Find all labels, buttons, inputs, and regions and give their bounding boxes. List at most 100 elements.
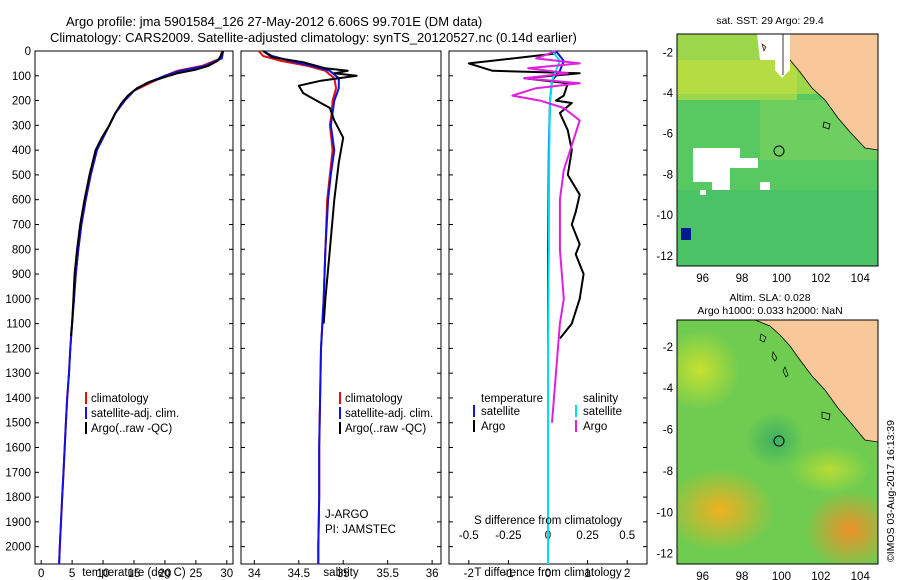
y-tick-label: 1200 — [5, 343, 31, 355]
map-y-tick-label: -10 — [656, 210, 673, 222]
map-y-tick-label: -6 — [663, 129, 673, 141]
map-y-tick-label: -4 — [663, 383, 674, 395]
sst-map-frame — [676, 33, 879, 267]
series-line-s-argo — [511, 50, 581, 423]
sst-cold-patch — [681, 228, 691, 240]
sst-cloud-mask — [760, 182, 770, 190]
sst-island — [822, 121, 831, 130]
map-x-tick-label: 98 — [736, 273, 749, 285]
difference-legend: temperature salinity satellite Argo sate… — [473, 393, 622, 433]
salinity-legend: climatology satellite-adj. clim. Argo(..… — [325, 392, 433, 536]
x-tick-label: 34 — [248, 568, 261, 580]
series-line-s-satellite — [547, 50, 561, 564]
sla-high-anomaly — [677, 468, 775, 552]
map-x-tick-label: 100 — [772, 273, 791, 285]
sst-cloud-mask — [693, 148, 758, 190]
y-tick-label: 1700 — [5, 467, 31, 479]
credit-text: ©IMOS 03-Aug-2017 16:13:39 — [885, 420, 897, 562]
y-tick-label: 500 — [12, 170, 31, 182]
y-tick-label: 700 — [12, 219, 31, 231]
x-tick-label: 34.5 — [288, 568, 310, 580]
sla-map — [677, 320, 878, 564]
y-tick-label: 1900 — [5, 517, 31, 529]
temperature-panel-frame — [34, 50, 234, 565]
sla-low-anomaly — [745, 412, 805, 468]
y-tick-label: 0 — [25, 46, 31, 58]
legend-label-argo: Argo(..raw -QC) — [345, 423, 426, 435]
sla-argo-marker — [773, 435, 785, 447]
x-tick-label: 25 — [189, 568, 202, 580]
series-line-satellite-adj-clim- — [262, 50, 340, 564]
map-x-tick-label: 96 — [696, 571, 709, 580]
salinity-axis-label: salinity — [323, 567, 358, 579]
sla-land-sumatra — [754, 320, 878, 443]
map-y-tick-label: -10 — [656, 507, 673, 519]
y-tick-label: 100 — [12, 71, 31, 83]
y-tick-label: 1400 — [5, 393, 31, 405]
map-y-tick-label: -12 — [656, 549, 673, 561]
map-x-tick-label: 104 — [851, 273, 871, 285]
temperature-legend: climatology satellite-adj. clim. Argo(..… — [85, 392, 179, 435]
map-y-tick-label: -4 — [663, 88, 674, 100]
series-line-satellite-adj-clim- — [58, 50, 225, 565]
map-y-tick-label: -12 — [656, 251, 673, 263]
sst-cool-band — [677, 190, 878, 266]
x-tick-label: 0 — [38, 568, 44, 580]
map-x-tick-label: 102 — [811, 273, 830, 285]
s-difference-axis-label: S difference from climatology — [474, 515, 622, 527]
legend-label-satellite: satellite-adj. clim. — [91, 408, 179, 420]
x-tick-label: 30 — [220, 568, 233, 580]
legend-label-s-argo: Argo — [583, 421, 607, 433]
legend-title-temperature: temperature — [481, 393, 543, 405]
x-tick-label: 15 — [128, 568, 141, 580]
axis-ticks-layer: 0 5 10 15 20 25 300100200300400500600700800900… — [5, 46, 870, 580]
annotation-jargo: J-ARGO — [325, 509, 369, 521]
x-tick-label: 1 — [584, 568, 590, 580]
y-tick-label: 800 — [12, 244, 31, 256]
salinity-panel-frame — [240, 50, 442, 565]
series-layer — [58, 50, 585, 565]
sla-high-anomaly — [805, 490, 878, 564]
map-x-tick-label: 102 — [811, 571, 830, 580]
sla-island — [821, 411, 831, 421]
sla-mid-anomaly — [790, 446, 870, 494]
x-tick-label: 2 — [624, 568, 630, 580]
y-tick-label: 200 — [12, 96, 31, 108]
sst-argo-marker — [773, 145, 785, 157]
x-tick-label: -2 — [464, 568, 474, 580]
header-line-2: Climatology: CARS2009. Satellite-adjuste… — [50, 30, 577, 45]
map-x-tick-label: 104 — [851, 571, 871, 580]
series-line-argo-raw-qc- — [262, 50, 358, 324]
series-line-argo-raw-qc- — [69, 50, 224, 337]
annotation-pi: PI: JAMSTEC — [325, 524, 396, 536]
sst-cloud-mask — [757, 34, 790, 78]
x-tick-label: 10 — [97, 568, 110, 580]
sla-island — [771, 351, 778, 362]
x-tick-label: 20 — [159, 568, 172, 580]
sla-island — [782, 366, 789, 378]
map-y-tick-label: -2 — [663, 47, 673, 59]
y-tick-label: 900 — [12, 269, 31, 281]
y-tick-label: 600 — [12, 195, 31, 207]
y-tick-label: 400 — [12, 145, 31, 157]
map-y-tick-label: -2 — [663, 342, 673, 354]
x-tick-label: 5 — [69, 568, 75, 580]
sst-cloud-mask — [700, 190, 706, 195]
x-tick-label: 35 — [337, 568, 350, 580]
x-tick-label: -1 — [503, 568, 513, 580]
x-tick-label: 0 — [545, 568, 551, 580]
x-tick-label-salinity: -0.5 — [459, 530, 479, 542]
sla-map-title-2: Argo h1000: 0.033 h2000: NaN — [697, 305, 842, 317]
legend-label-climatology: climatology — [345, 393, 403, 405]
temperature-axis-label: temperature (deg C) — [82, 567, 186, 579]
x-tick-label-salinity: -0.25 — [495, 530, 521, 542]
sla-island — [759, 333, 767, 343]
sla-map-frame — [676, 319, 879, 565]
x-tick-label-salinity: 0.25 — [576, 530, 598, 542]
sla-mid-anomaly — [677, 330, 740, 410]
x-tick-label: 36 — [426, 568, 439, 580]
legend-label-argo: Argo(..raw -QC) — [91, 423, 172, 435]
y-tick-label: 1300 — [5, 368, 31, 380]
map-y-tick-label: -8 — [663, 466, 673, 478]
